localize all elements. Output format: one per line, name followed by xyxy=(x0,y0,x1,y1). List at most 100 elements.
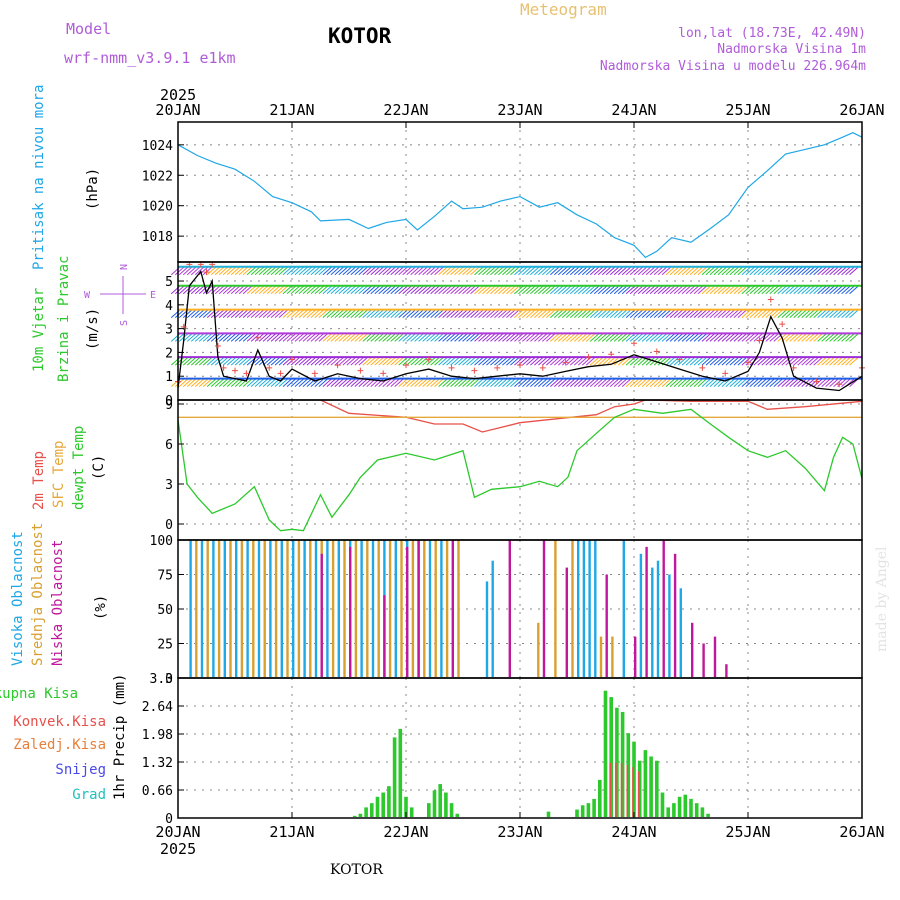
wind-barb xyxy=(290,356,301,366)
wind-barb xyxy=(530,285,540,295)
wind-barb xyxy=(613,266,624,276)
wind-barb xyxy=(549,356,560,366)
wind-barb xyxy=(765,285,776,295)
precip-tick-label: 3.3 xyxy=(150,672,173,687)
wind-barb xyxy=(633,285,644,295)
wind-barb xyxy=(346,333,357,342)
wind-barb xyxy=(585,266,596,276)
wind-barb xyxy=(370,309,381,318)
wind-barb xyxy=(350,378,361,387)
cloud-unit: (%) xyxy=(93,595,109,620)
wind-barb xyxy=(294,309,305,318)
wind-barb xyxy=(573,309,584,318)
wind-barb xyxy=(685,309,696,318)
wind-barb xyxy=(354,378,365,387)
wind-barb xyxy=(701,266,712,276)
wind-barb xyxy=(625,333,636,342)
wind-barb xyxy=(382,356,393,366)
wind-barb xyxy=(446,333,456,342)
wind-barb xyxy=(198,309,209,318)
wind-barb xyxy=(430,266,440,276)
wind-barb xyxy=(633,378,644,387)
wind-barb xyxy=(561,266,572,276)
wind-barb xyxy=(366,309,377,318)
cloud-label-1: Visoka Oblacnost xyxy=(10,531,26,666)
wind-barb xyxy=(793,266,804,276)
wind-barb xyxy=(226,309,237,318)
wind-barb xyxy=(577,309,588,318)
wind-barb xyxy=(725,333,736,342)
wind-barb xyxy=(270,285,281,295)
wind-barb xyxy=(262,266,273,276)
wind-barb xyxy=(813,378,824,387)
wind-barb xyxy=(242,378,253,387)
wind-barb xyxy=(573,333,584,342)
wind-barb xyxy=(310,309,321,318)
wind-barb xyxy=(653,309,664,318)
wind-barb xyxy=(326,309,337,318)
wind-barb xyxy=(354,356,365,366)
wind-barb xyxy=(358,285,369,295)
wind-barb xyxy=(490,266,500,276)
temp-tick-label: 0 xyxy=(165,518,173,533)
cloud-mid-bar xyxy=(434,540,437,677)
wind-barb xyxy=(422,309,432,318)
wind-barb xyxy=(466,266,476,276)
wind-barb xyxy=(438,378,448,387)
precip-total-bar xyxy=(455,813,460,817)
wind-barb xyxy=(170,356,181,366)
wind-barb xyxy=(633,333,644,342)
compass-n: N xyxy=(119,264,130,270)
wind-barb xyxy=(797,309,808,318)
wind-barb xyxy=(322,356,333,366)
wind-barb xyxy=(190,285,201,295)
wind-barb xyxy=(522,309,532,318)
wind-gust-mark xyxy=(539,364,546,371)
wind-barb xyxy=(342,356,353,366)
wind-barb xyxy=(254,309,265,318)
wind-barb xyxy=(334,266,345,276)
wind-barb xyxy=(462,309,472,318)
wind-barb xyxy=(557,285,568,295)
wind-barb xyxy=(637,285,648,295)
wind-barb xyxy=(418,356,428,366)
wind-barb xyxy=(482,309,492,318)
wind-barb xyxy=(286,333,297,342)
wind-barb xyxy=(326,378,337,387)
wind-barb xyxy=(338,356,349,366)
wind-barb xyxy=(466,285,476,295)
wind-barb xyxy=(681,378,692,387)
cloud-high-bar xyxy=(189,540,192,677)
date-label-top: 22JAN xyxy=(383,101,428,119)
wind-barb xyxy=(274,356,285,366)
wind-barb xyxy=(462,378,472,387)
wind-barb xyxy=(789,266,800,276)
wind-barb xyxy=(294,266,305,276)
wind-barb xyxy=(318,266,329,276)
wind-barb xyxy=(813,309,824,318)
wind-tick-label: 5 xyxy=(165,275,173,290)
wind-barb xyxy=(637,333,648,342)
wind-barb xyxy=(749,309,760,318)
wind-barb xyxy=(190,309,201,318)
wind-barb xyxy=(641,309,652,318)
wind-barb xyxy=(454,378,464,387)
wind-barb xyxy=(849,309,859,318)
wind-barb xyxy=(817,309,827,318)
wind-barb xyxy=(821,356,831,366)
wind-gust-mark xyxy=(756,337,763,344)
wind-barb xyxy=(769,285,780,295)
wind-barb xyxy=(246,309,257,318)
wind-barb xyxy=(230,266,241,276)
wind-barb xyxy=(641,285,652,295)
wind-barb xyxy=(194,309,205,318)
wind-barb xyxy=(693,356,704,366)
wind-barb xyxy=(657,333,668,342)
precip-conv-bar xyxy=(637,771,640,817)
wind-barb xyxy=(510,266,520,276)
wind-barb xyxy=(709,333,720,342)
wind-barb xyxy=(781,285,792,295)
wind-gust-mark xyxy=(517,362,523,369)
wind-barb xyxy=(789,356,800,366)
